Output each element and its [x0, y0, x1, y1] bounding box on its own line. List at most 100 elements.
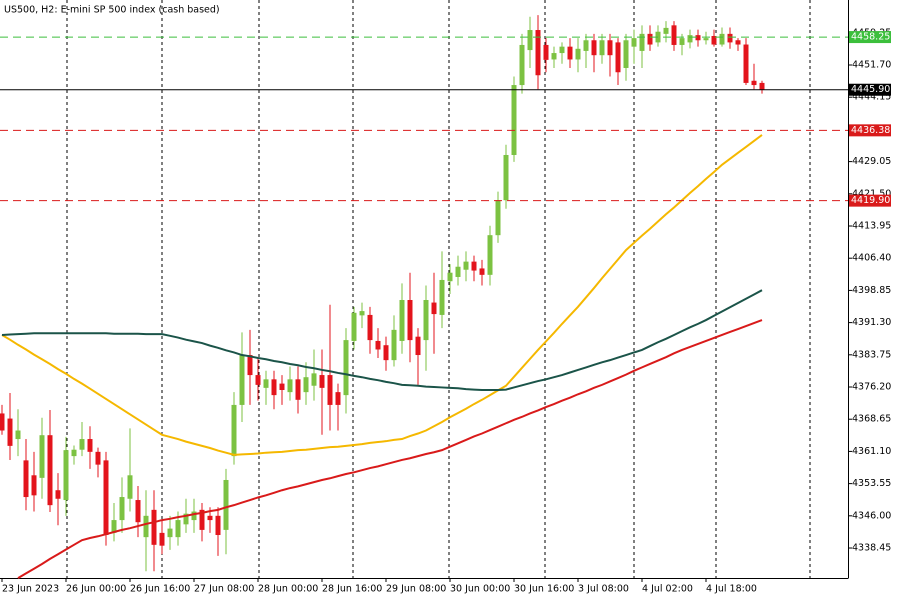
moving-average	[1, 134, 763, 456]
price-label: 4419.90	[851, 195, 890, 206]
candle-body	[455, 266, 461, 277]
candle-body	[151, 509, 157, 545]
candle-body	[191, 511, 197, 521]
candle-body	[631, 38, 637, 47]
candle-body	[399, 300, 405, 341]
candle-body	[743, 44, 749, 83]
price-label-box	[849, 83, 891, 96]
candle-body	[111, 520, 117, 533]
candle-body	[679, 38, 685, 45]
candle-body	[135, 500, 141, 523]
candle-body	[63, 450, 69, 501]
candle-body	[751, 80, 757, 86]
candle-body	[415, 336, 421, 356]
candle-body	[47, 435, 53, 506]
candle-body	[279, 383, 285, 390]
price-label-box	[849, 31, 891, 44]
candle-body	[471, 261, 477, 271]
candle-body	[463, 261, 469, 270]
candle-body	[207, 515, 213, 521]
x-tick-label: 4 Jul 18:00	[706, 584, 757, 595]
candle-body	[551, 53, 557, 60]
candle-body	[287, 379, 293, 393]
candle-body	[215, 515, 221, 536]
candle-body	[167, 528, 173, 538]
candle-body	[479, 268, 485, 275]
candle-body	[367, 314, 373, 341]
y-tick-label: 4406.40	[852, 253, 891, 264]
candle-body	[759, 82, 765, 90]
candle-body	[55, 490, 61, 499]
candle-body	[535, 30, 541, 76]
candle-body	[543, 44, 549, 60]
candle-body	[711, 35, 717, 45]
x-tick-label: 29 Jun 08:00	[386, 584, 446, 595]
candle-body	[591, 40, 597, 56]
y-tick-label: 4421.50	[852, 188, 891, 199]
x-tick-label: 28 Jun 16:00	[322, 584, 382, 595]
candle-body	[439, 279, 445, 315]
candle-body	[647, 33, 653, 45]
candle-body	[7, 418, 13, 446]
candle-body	[327, 375, 333, 405]
candle-body	[359, 311, 365, 316]
candle-body	[575, 48, 581, 60]
x-tick-label: 4 Jul 02:00	[642, 584, 693, 595]
y-tick-label: 4338.45	[852, 543, 891, 554]
x-tick-label: 30 Jun 16:00	[514, 584, 574, 595]
candle-body	[527, 30, 533, 51]
candle-body	[383, 345, 389, 361]
candle-body	[303, 377, 309, 393]
price-label-box	[849, 124, 891, 137]
x-tick-label: 3 Jul 08:00	[578, 584, 629, 595]
price-label-box	[849, 194, 891, 207]
day-separators	[66, 0, 811, 578]
candle-body	[239, 355, 245, 405]
price-label: 4436.38	[851, 125, 890, 136]
candle-body	[127, 475, 133, 499]
candle-body	[0, 413, 5, 431]
candle-body	[375, 340, 381, 350]
candle-body	[335, 392, 341, 405]
candle-body	[623, 40, 629, 68]
candle-body	[703, 38, 709, 41]
y-tick-label: 4353.55	[852, 478, 891, 489]
candle-body	[671, 25, 677, 45]
y-tick-label: 4376.20	[852, 382, 891, 393]
candle-body	[511, 85, 517, 155]
candle-body	[103, 460, 109, 536]
candle-body	[719, 33, 725, 45]
candle-body	[87, 439, 93, 452]
candle-body	[223, 479, 229, 530]
candle-body	[95, 451, 101, 465]
x-tick-label: 23 Jun 2023	[2, 584, 59, 595]
candle-body	[727, 33, 733, 43]
candle-body	[175, 520, 181, 538]
x-tick-label: 27 Jun 08:00	[194, 584, 254, 595]
candle-body	[735, 40, 741, 45]
moving-average	[17, 319, 763, 579]
x-tick-label: 26 Jun 00:00	[66, 584, 126, 595]
candle-body	[351, 312, 357, 341]
candle-body	[231, 404, 237, 457]
y-tick-label: 4361.10	[852, 446, 891, 457]
candle-body	[519, 44, 525, 86]
candle-body	[567, 46, 573, 60]
candle-body	[687, 35, 693, 43]
candle-body	[423, 300, 429, 341]
candle-body	[199, 509, 205, 530]
candle-body	[79, 439, 85, 450]
candle-body	[183, 513, 189, 525]
y-tick-label: 4346.00	[852, 510, 891, 521]
candle-body	[343, 340, 349, 396]
y-tick-label: 4368.65	[852, 414, 891, 425]
candle-body	[263, 379, 269, 388]
candle-body	[559, 46, 565, 54]
x-tick-label: 30 Jun 00:00	[450, 584, 510, 595]
candle-body	[639, 33, 645, 51]
candle-body	[295, 379, 301, 400]
candle-body	[119, 497, 125, 521]
candle-body	[407, 300, 413, 341]
candle-body	[391, 329, 397, 361]
